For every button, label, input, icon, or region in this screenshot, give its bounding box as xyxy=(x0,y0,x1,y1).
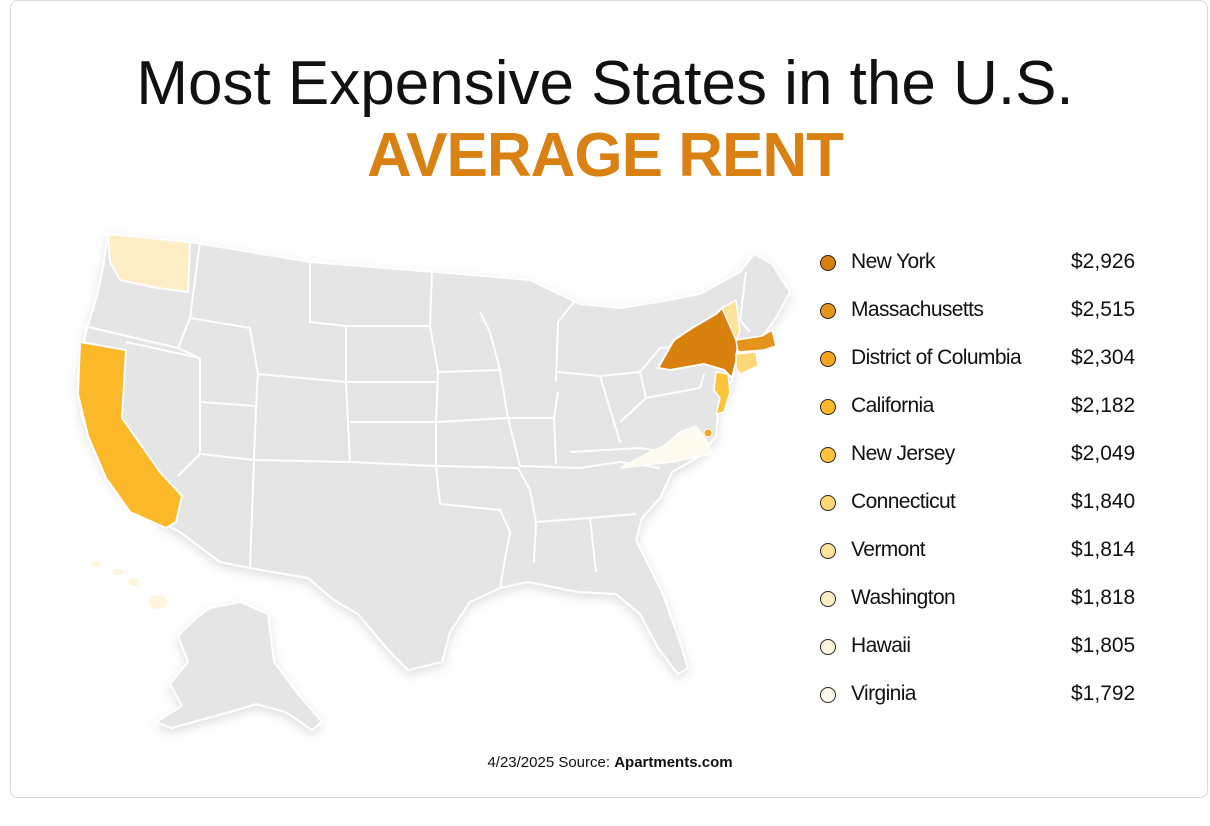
legend-item-new-jersey: New Jersey $2,049 xyxy=(818,440,1178,472)
alaska-shape xyxy=(153,600,324,732)
california-shape xyxy=(76,340,184,530)
legend-state-name: Hawaii xyxy=(851,634,911,657)
legend-state-name: New Jersey xyxy=(851,442,955,465)
legend-swatch xyxy=(820,687,836,703)
legend-swatch xyxy=(820,351,836,367)
legend-rent-value: $2,049 xyxy=(1071,442,1136,465)
legend-item-washington: Washington $1,818 xyxy=(818,584,1178,616)
new-jersey-shape xyxy=(713,371,731,416)
legend-state-name: Connecticut xyxy=(851,490,956,513)
legend-state-name: New York xyxy=(851,250,936,273)
source-note: 4/23/2025 Source: Apartments.com xyxy=(0,754,1210,771)
legend-state-name: Washington xyxy=(851,586,956,609)
legend-swatch xyxy=(820,495,836,511)
legend-rent-value: $2,182 xyxy=(1071,394,1136,417)
us-map xyxy=(76,232,792,732)
legend-swatch xyxy=(820,255,836,271)
hawaii-shape xyxy=(91,561,167,609)
page-subtitle: AVERAGE RENT xyxy=(366,121,844,190)
legend-state-name: District of Columbia xyxy=(851,346,1022,369)
legend-rent-value: $2,926 xyxy=(1071,250,1136,273)
legend-rent-value: $2,515 xyxy=(1071,298,1136,321)
legend-item-california: California $2,182 xyxy=(818,392,1178,424)
legend-rent-value: $1,814 xyxy=(1071,538,1136,561)
legend-rent-value: $1,805 xyxy=(1071,634,1136,657)
district-of-columbia-marker xyxy=(703,428,713,438)
legend-swatch xyxy=(820,447,836,463)
massachusetts-shape xyxy=(735,328,777,353)
legend-swatch xyxy=(820,399,836,415)
source-date-label: 4/23/2025 Source: xyxy=(487,754,615,771)
legend-state-name: Massachusetts xyxy=(851,298,984,321)
state-borders xyxy=(83,241,751,589)
virginia-shape xyxy=(619,425,714,469)
legend-item-vermont: Vermont $1,814 xyxy=(818,536,1178,568)
legend-swatch xyxy=(820,639,836,655)
legend-state-name: California xyxy=(851,394,934,417)
legend-swatch xyxy=(820,303,836,319)
legend-state-name: Virginia xyxy=(851,682,916,705)
legend-rent-value: $1,792 xyxy=(1071,682,1136,705)
vermont-shape xyxy=(721,298,741,342)
legend-rent-value: $2,304 xyxy=(1071,346,1136,369)
legend-item-new-york: New York $2,926 xyxy=(818,248,1178,280)
source-name: Apartments.com xyxy=(614,754,733,771)
legend-swatch xyxy=(820,591,836,607)
legend-item-district-of-columbia: District of Columbia $2,304 xyxy=(818,344,1178,376)
page-title: Most Expensive States in the U.S. xyxy=(136,49,1074,118)
legend-item-massachusetts: Massachusetts $2,515 xyxy=(818,296,1178,328)
legend-item-virginia: Virginia $1,792 xyxy=(818,680,1178,712)
legend-item-connecticut: Connecticut $1,840 xyxy=(818,488,1178,520)
connecticut-shape xyxy=(735,351,759,375)
legend-item-hawaii: Hawaii $1,805 xyxy=(818,632,1178,664)
legend-rent-value: $1,818 xyxy=(1071,586,1136,609)
washington-shape xyxy=(106,232,192,294)
legend-swatch xyxy=(820,543,836,559)
legend-state-name: Vermont xyxy=(851,538,926,561)
legend-rent-value: $1,840 xyxy=(1071,490,1136,513)
